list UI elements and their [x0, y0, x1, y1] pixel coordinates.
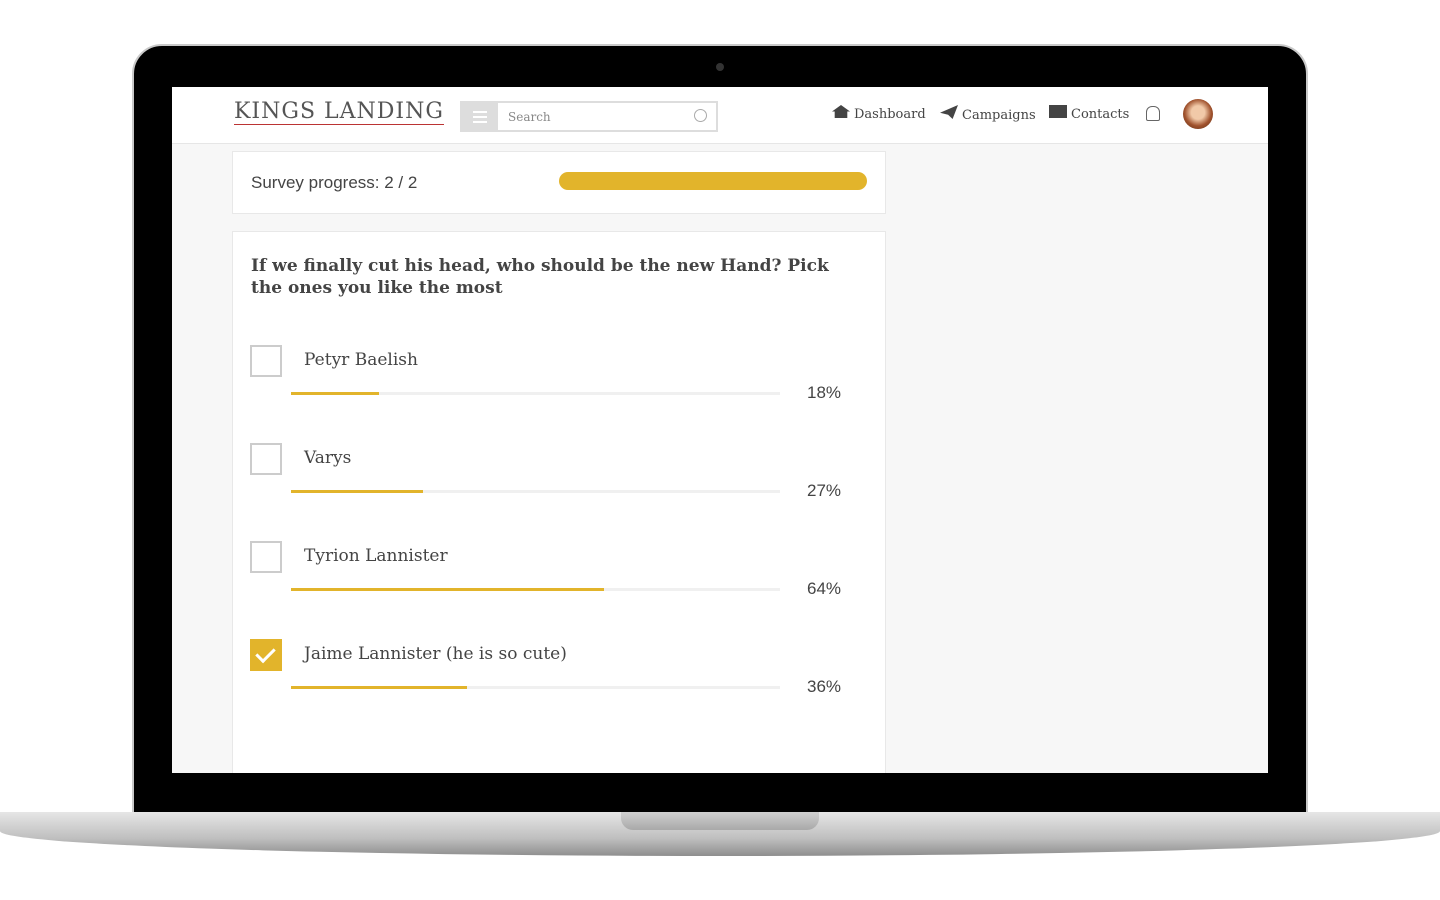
menu-button[interactable] — [462, 103, 498, 130]
camera — [716, 63, 724, 71]
percent-bar — [291, 686, 468, 689]
header: KINGS LANDING Search Dashboard Campaigns… — [172, 87, 1268, 144]
nav-label: Dashboard — [854, 107, 926, 122]
percent-track — [291, 686, 780, 689]
screen: KINGS LANDING Search Dashboard Campaigns… — [172, 87, 1268, 773]
question-card: If we finally cut his head, who should b… — [232, 231, 886, 773]
percent-track — [291, 392, 780, 395]
checkbox[interactable] — [250, 541, 282, 573]
search-icon — [694, 109, 707, 122]
percent-track — [291, 490, 780, 493]
option-label: Varys — [304, 448, 352, 468]
nav-campaigns[interactable]: Campaigns — [940, 105, 1036, 123]
search-box[interactable]: Search — [460, 101, 718, 132]
nav-label: Campaigns — [962, 108, 1036, 123]
progress-card: Survey progress: 2 / 2 — [232, 151, 886, 214]
checkbox[interactable] — [250, 639, 282, 671]
percent-bar — [291, 588, 604, 591]
icon — [940, 105, 958, 119]
percent-label: 27% — [807, 481, 842, 500]
laptop-notch — [621, 812, 819, 830]
nav-dashboard[interactable]: Dashboard — [832, 105, 926, 122]
checkbox[interactable] — [250, 345, 282, 377]
option-label: Jaime Lannister (he is so cute) — [304, 644, 567, 664]
percent-label: 36% — [807, 677, 842, 696]
checkbox[interactable] — [250, 443, 282, 475]
option-label: Petyr Baelish — [304, 350, 418, 370]
menu-icon — [473, 111, 487, 113]
progress-text: Survey progress: 2 / 2 — [251, 173, 418, 192]
logo[interactable]: KINGS LANDING — [234, 99, 444, 125]
nav-contacts[interactable]: Contacts — [1049, 105, 1129, 122]
icon — [832, 105, 850, 118]
nav-label: Contacts — [1071, 107, 1130, 122]
icon — [1049, 105, 1067, 118]
percent-bar — [291, 490, 424, 493]
percent-label: 18% — [807, 383, 842, 402]
percent-bar — [291, 392, 380, 395]
question-text: If we finally cut his head, who should b… — [251, 256, 829, 298]
percent-label: 64% — [807, 579, 842, 598]
option-label: Tyrion Lannister — [304, 546, 448, 566]
notification-bell[interactable] — [1146, 106, 1160, 121]
check-mark — [255, 642, 276, 664]
progress-bar — [559, 172, 867, 190]
search-placeholder: Search — [508, 110, 551, 124]
avatar[interactable] — [1183, 99, 1213, 129]
